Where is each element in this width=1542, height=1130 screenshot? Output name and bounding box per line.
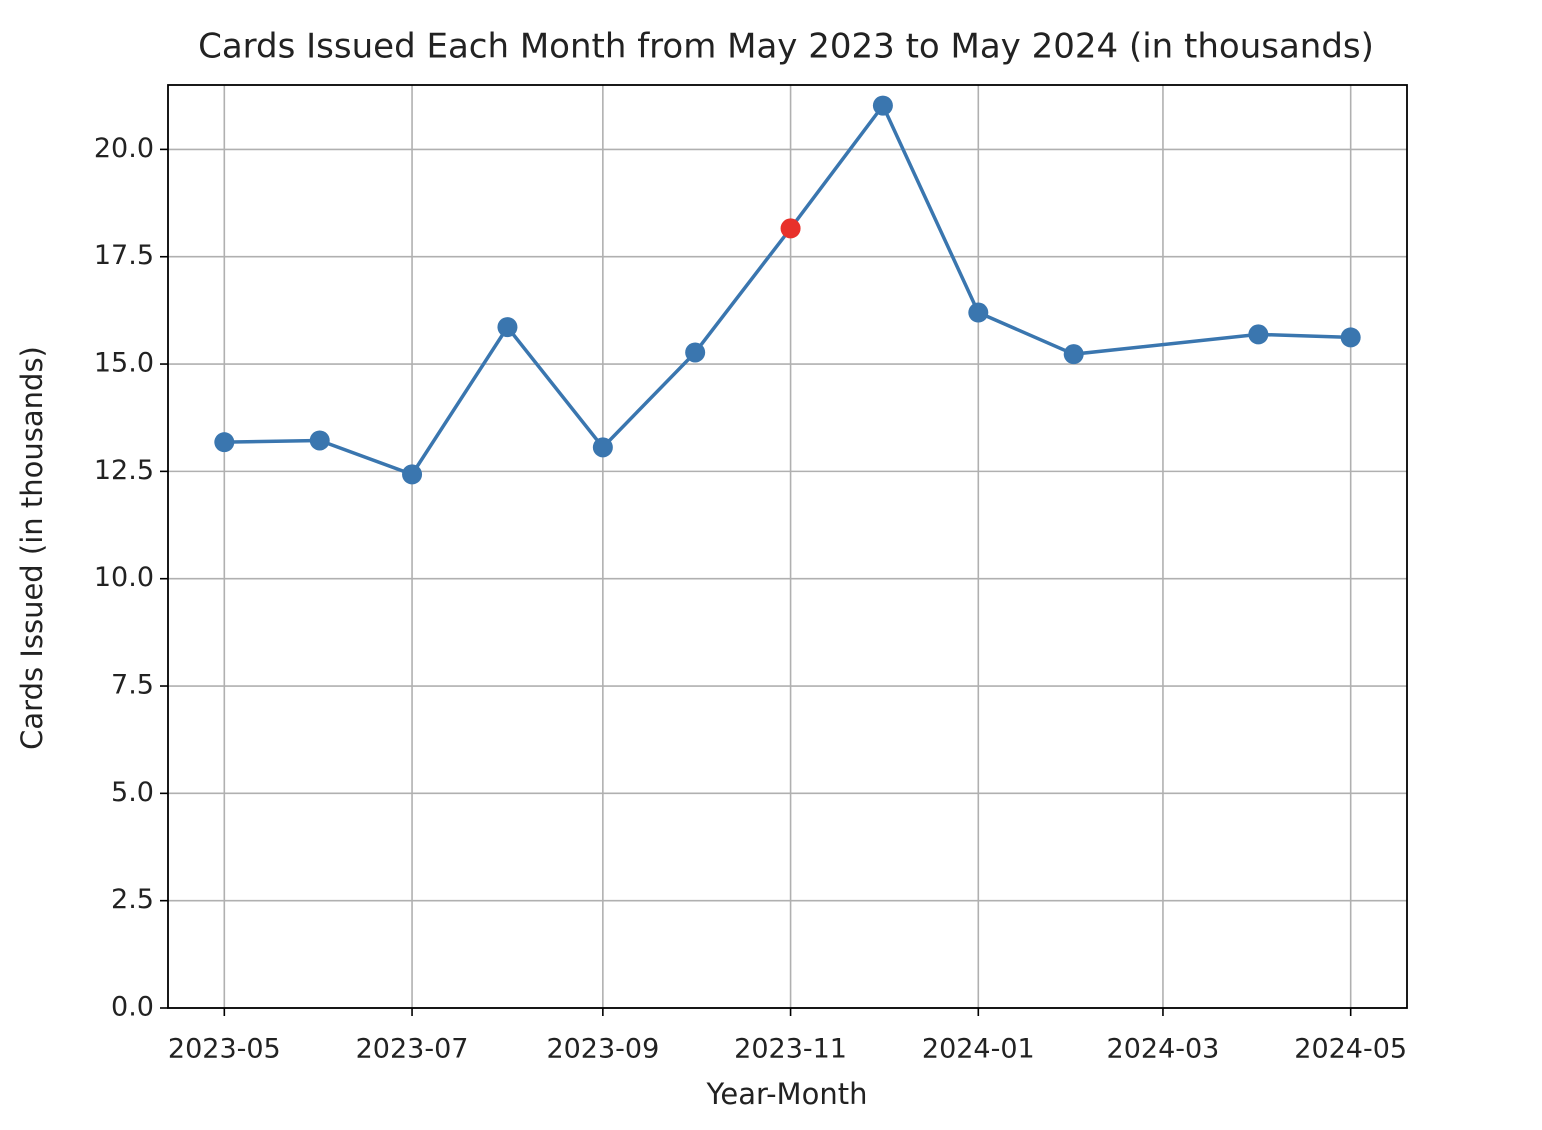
y-axis-label: Cards Issued (in thousands) xyxy=(15,346,49,750)
point xyxy=(1248,324,1269,345)
point xyxy=(1340,327,1361,348)
x-tick-label: 2023-11 xyxy=(734,1034,847,1065)
y-tick-label: 5.0 xyxy=(111,777,154,808)
point xyxy=(872,95,893,116)
x-tick-label: 2024-03 xyxy=(1107,1034,1220,1065)
chart-title: Cards Issued Each Month from May 2023 to… xyxy=(198,27,1374,67)
y-tick-label: 7.5 xyxy=(111,670,154,701)
y-tick-label: 2.5 xyxy=(111,884,154,915)
point xyxy=(685,342,706,363)
point xyxy=(968,302,989,323)
x-tick-label: 2023-05 xyxy=(168,1034,281,1065)
x-tick-label: 2023-09 xyxy=(546,1034,659,1065)
point xyxy=(402,464,423,485)
x-tick-label: 2024-01 xyxy=(922,1034,1035,1065)
point xyxy=(780,218,801,239)
y-tick-label: 12.5 xyxy=(94,455,154,486)
y-tick-label: 20.0 xyxy=(94,133,154,164)
line xyxy=(224,102,1351,477)
point xyxy=(497,317,518,338)
y-tick-label: 17.5 xyxy=(94,240,154,271)
point xyxy=(214,432,235,453)
point xyxy=(592,437,613,458)
y-tick-label: 10.0 xyxy=(94,562,154,593)
x-tick-label: 2023-07 xyxy=(356,1034,469,1065)
x-tick-label: 2024-05 xyxy=(1294,1034,1407,1065)
y-tick-label: 0.0 xyxy=(111,992,154,1023)
point xyxy=(309,430,330,451)
x-axis-label: Year-Month xyxy=(706,1077,868,1111)
plot-frame xyxy=(167,84,1408,1009)
y-tick-label: 15.0 xyxy=(94,348,154,379)
point xyxy=(1063,344,1084,365)
